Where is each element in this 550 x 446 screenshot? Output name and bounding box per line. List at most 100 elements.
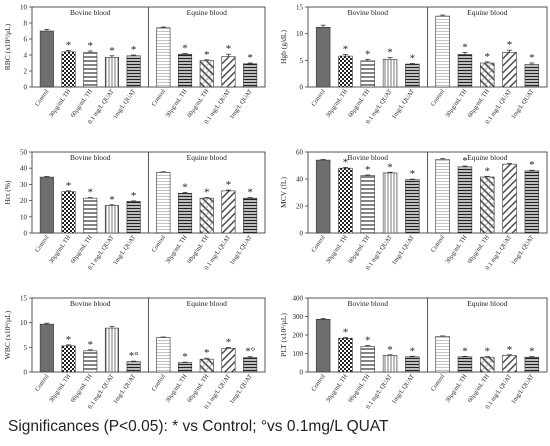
significance-mark: * [131, 44, 137, 56]
y-tick-label: 0 [300, 84, 304, 92]
y-tick-label: 5 [300, 57, 304, 65]
group-title: Equine blood [467, 153, 507, 162]
y-tick-label: 40 [20, 165, 28, 173]
significance-mark: * [529, 52, 535, 64]
x-tick-label: 30µg/mL TH [444, 234, 469, 265]
bar [39, 323, 54, 373]
x-tick-label: 30µg/mL TH [325, 234, 350, 265]
significance-mark: * [66, 334, 72, 346]
bar [382, 58, 398, 88]
y-axis-label: PLT (x10³/µL) [279, 313, 288, 357]
significance-mark: * [485, 51, 491, 63]
y-tick-label: 0 [300, 369, 304, 377]
x-tick-label: Control [430, 373, 447, 393]
significance-mark: * [109, 45, 115, 57]
significance-mark: * [66, 180, 72, 192]
y-tick-label: 10 [20, 319, 28, 327]
x-tick-label: 30µg/mL TH [444, 373, 469, 404]
x-tick-label: 1mg/L QUAT [228, 88, 254, 120]
y-axis-label: Hgb (g/dL) [279, 30, 288, 64]
bar [524, 170, 540, 234]
bar [360, 346, 375, 373]
x-tick-label: 1mg/L QUAT [391, 88, 417, 120]
x-tick-label: 30µg/mL TH [444, 88, 469, 119]
significance-mark: * [131, 190, 137, 202]
significance-footnote: Significances (P<0.05): * vs Control; °v… [8, 418, 389, 435]
significance-mark: * [462, 41, 468, 53]
group-title: Bovine blood [70, 8, 111, 17]
significance-mark: * [410, 168, 416, 180]
significance-mark: * [410, 53, 416, 65]
significance-mark: * [387, 47, 393, 59]
significance-mark: * [507, 39, 513, 51]
group-title: Equine blood [467, 299, 507, 308]
significance-mark: * [529, 346, 535, 358]
bar [435, 15, 450, 88]
significance-mark: * [365, 335, 371, 347]
x-tick-label: 60µg/mL TH [347, 234, 372, 265]
y-tick-label: 10 [20, 4, 28, 12]
bar [502, 52, 517, 88]
significance-mark: * [485, 165, 491, 177]
group-title: Equine blood [187, 299, 227, 308]
y-axis-label: Hct (%) [3, 180, 12, 204]
x-tick-label: 1mg/L QUAT [112, 373, 138, 405]
y-tick-label: 20 [20, 197, 28, 205]
bar [178, 362, 193, 373]
bar [315, 26, 331, 88]
bar [104, 327, 119, 373]
bar [243, 197, 258, 234]
significance-mark: * [226, 43, 232, 55]
y-tick-label: 6 [24, 36, 28, 44]
bar [480, 176, 495, 234]
x-tick-label: 60µg/mL TH [466, 88, 491, 119]
x-tick-label: Control [430, 234, 447, 254]
y-tick-label: 30 [20, 181, 28, 189]
significance-mark: * [343, 326, 349, 338]
y-tick-label: 200 [293, 332, 304, 340]
bar [435, 336, 450, 373]
bar [405, 63, 420, 88]
x-tick-label: Control [310, 88, 327, 108]
bar [83, 197, 98, 234]
significance-mark: * [387, 344, 393, 356]
bar [524, 356, 540, 373]
bar [338, 167, 353, 234]
y-tick-label: 0 [24, 84, 28, 92]
significance-mark: * [462, 155, 468, 167]
y-tick-label: 10 [296, 30, 304, 38]
bar [382, 172, 398, 234]
group-title: Equine blood [187, 8, 227, 17]
x-tick-label: Control [34, 373, 51, 393]
y-tick-label: 15 [20, 295, 28, 303]
bar [338, 338, 353, 373]
significance-mark: * [204, 49, 210, 61]
significance-mark: * [182, 42, 188, 54]
group-title: Bovine blood [70, 153, 111, 162]
significance-mark: * [343, 156, 349, 168]
y-tick-label: 0 [24, 230, 28, 238]
significance-mark: *° [245, 346, 255, 358]
y-tick-label: 40 [296, 176, 304, 184]
significance-mark: * [507, 344, 513, 356]
x-tick-label: 1mg/L QUAT [228, 373, 254, 405]
significance-mark: * [88, 187, 94, 199]
significance-mark: * [109, 194, 115, 206]
bar [524, 64, 540, 88]
y-tick-label: 4 [24, 52, 28, 60]
bar [457, 166, 473, 234]
chart-rbc: 0 2 4 6 8 10 RBC (x10⁶/μL) Bovine blood Control *… [3, 4, 266, 125]
significance-mark: * [365, 48, 371, 60]
x-tick-label: 1mg/L QUAT [112, 88, 138, 120]
x-tick-label: 30µg/mL TH [325, 373, 350, 404]
significance-mark: * [387, 161, 393, 173]
bar [435, 159, 450, 234]
bar [405, 179, 420, 234]
x-tick-label: 1mg/L QUAT [228, 234, 254, 266]
bar [83, 52, 98, 88]
bar [39, 30, 54, 88]
significance-mark: * [343, 43, 349, 55]
chart-plt: 0 100 200 300 400 PLT (x10³/µL) Bovine blood Co… [279, 295, 548, 410]
bar [502, 163, 517, 234]
